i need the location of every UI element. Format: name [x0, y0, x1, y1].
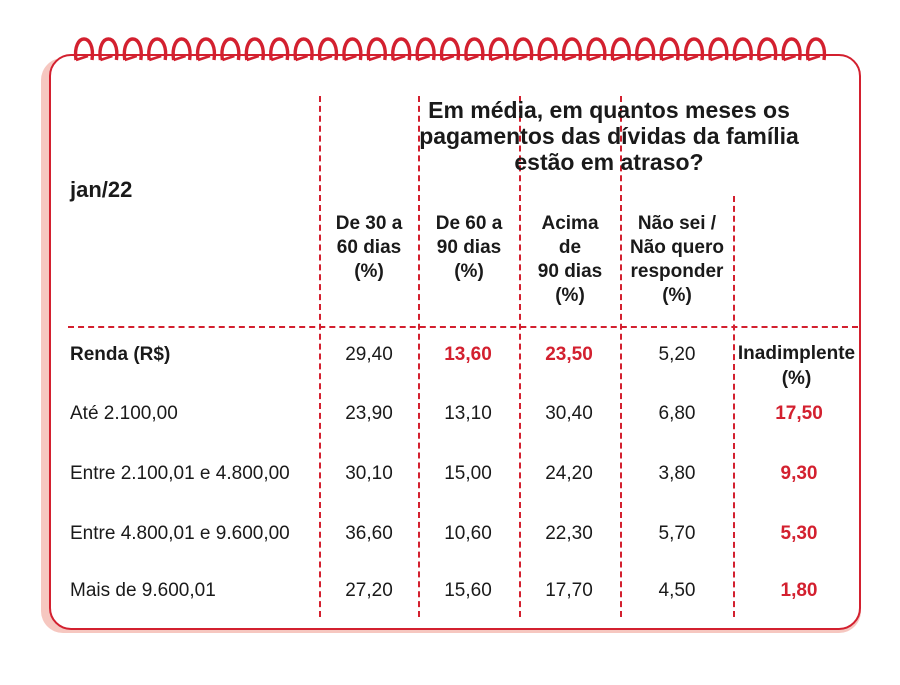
- inadimplente-cell: 1,80: [780, 580, 818, 601]
- table-cell: 15,00: [444, 463, 492, 484]
- table-cell: 36,60: [345, 523, 393, 544]
- notebook-card: [49, 54, 861, 630]
- spiral-ring-icon: [171, 37, 192, 62]
- spiral-ring-icon: [586, 37, 607, 62]
- table-cell: 30,40: [545, 403, 593, 424]
- inadimplente-header: Inadimplente (%): [737, 343, 856, 389]
- column-header: Não sei / Não quero responder (%): [630, 213, 724, 306]
- table-cell: 3,80: [658, 463, 696, 484]
- divider-vertical: [418, 96, 420, 617]
- inadimplente-cell: 9,30: [780, 463, 818, 484]
- table-cell: 5,70: [658, 523, 696, 544]
- divider-vertical: [319, 96, 321, 617]
- spiral-ring-icon: [293, 37, 314, 62]
- spiral-ring-icon: [342, 37, 363, 62]
- divider-vertical: [519, 96, 521, 617]
- inadimplente-cell: 5,30: [780, 523, 818, 544]
- spiral-ring-icon: [635, 37, 656, 62]
- table-title: Em média, em quantos meses os pagamentos…: [419, 97, 799, 175]
- spiral-ring-icon: [415, 37, 436, 62]
- row-label: Renda (R$): [70, 344, 171, 365]
- table-cell: 22,30: [545, 523, 593, 544]
- period-label: jan/22: [70, 177, 133, 202]
- spiral-ring-icon: [781, 37, 802, 62]
- table-cell: 23,50: [545, 344, 593, 365]
- table-cell: 15,60: [444, 580, 492, 601]
- spiral-ring-icon: [439, 37, 461, 62]
- divider-vertical: [620, 96, 622, 617]
- table-cell: 30,10: [345, 463, 393, 484]
- spiral-ring-icon: [805, 37, 827, 62]
- inadimplente-cell: 17,50: [775, 403, 823, 424]
- column-header: Acima de 90 dias (%): [537, 213, 603, 306]
- divider-vertical: [733, 196, 735, 617]
- spiral-ring-icon: [122, 37, 143, 62]
- spiral-ring-icon: [610, 37, 631, 62]
- table-cell: 17,70: [545, 580, 593, 601]
- spiral-binding-icon: [73, 37, 827, 62]
- spiral-ring-icon: [269, 37, 290, 62]
- divider-horizontal: [68, 326, 858, 328]
- spiral-ring-icon: [537, 37, 558, 62]
- column-header: De 30 a 60 dias (%): [335, 213, 403, 282]
- spiral-ring-icon: [561, 37, 583, 62]
- spiral-ring-icon: [366, 37, 387, 62]
- spiral-ring-icon: [147, 37, 168, 62]
- row-label: Entre 2.100,01 e 4.800,00: [70, 463, 290, 484]
- table-cell: 23,90: [345, 403, 393, 424]
- table-cell: 6,80: [658, 403, 696, 424]
- spiral-ring-icon: [98, 37, 119, 62]
- spiral-ring-icon: [732, 37, 753, 62]
- table-cell: 5,20: [658, 344, 696, 365]
- table-cell: 29,40: [345, 344, 393, 365]
- spiral-ring-icon: [659, 37, 680, 62]
- spiral-ring-icon: [244, 37, 265, 62]
- spiral-ring-icon: [73, 37, 95, 62]
- spiral-ring-icon: [757, 37, 778, 62]
- table-cell: 10,60: [444, 523, 492, 544]
- spiral-ring-icon: [488, 37, 509, 62]
- table-cell: 24,20: [545, 463, 593, 484]
- table-cell: 13,60: [444, 344, 492, 365]
- spiral-ring-icon: [391, 37, 412, 62]
- spiral-ring-icon: [683, 37, 705, 62]
- spiral-ring-icon: [317, 37, 339, 62]
- column-header: De 60 a 90 dias (%): [435, 213, 503, 282]
- row-label: Mais de 9.600,01: [70, 580, 216, 601]
- row-label: Até 2.100,00: [70, 403, 178, 424]
- spiral-ring-icon: [708, 37, 729, 62]
- spiral-ring-icon: [220, 37, 241, 62]
- spiral-ring-icon: [513, 37, 534, 62]
- spiral-ring-icon: [195, 37, 217, 62]
- row-label: Entre 4.800,01 e 9.600,00: [70, 523, 290, 544]
- spiral-ring-icon: [464, 37, 485, 62]
- table-cell: 27,20: [345, 580, 393, 601]
- table-cell: 4,50: [658, 580, 696, 601]
- table-cell: 13,10: [444, 403, 492, 424]
